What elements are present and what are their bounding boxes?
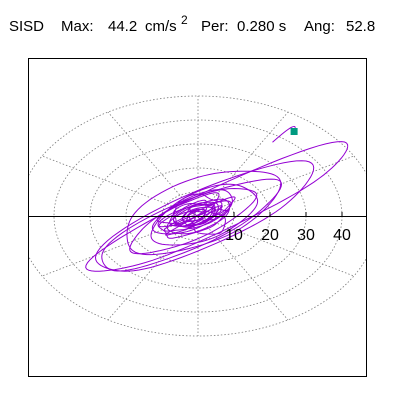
plot-frame: [28, 58, 367, 377]
peak-marker: [290, 128, 298, 135]
max-value: 44.2: [108, 18, 137, 35]
header-bar: SISD Max: 44.2 cm/s 2 Per: 0.280 s Ang: …: [9, 13, 375, 35]
orbit-center-loop-9: [188, 208, 229, 230]
orbit-trace: [85, 125, 349, 272]
period-value: 0.280 s: [237, 18, 286, 35]
orbit-loop-7: [151, 189, 233, 235]
tick-label-20: 20: [261, 227, 279, 244]
orbit-loop-2: [94, 160, 315, 272]
station-code: SISD: [9, 18, 44, 35]
peak-marker-group: [290, 128, 298, 135]
angle-value: 52.8: [346, 18, 375, 35]
orbit-center-loop-6: [163, 196, 236, 232]
orbit-center-loop-11: [156, 192, 220, 225]
orbit-loop-4: [126, 170, 282, 256]
orbit-center-loop-14: [181, 202, 214, 222]
period-label: Per:: [201, 18, 229, 35]
tick-label-30: 30: [297, 227, 315, 244]
orbit-center-loop-12: [157, 200, 232, 239]
tick-label-10: 10: [225, 227, 243, 244]
angle-label: Ang:: [304, 18, 335, 35]
polar-axis: 10 20 30 40: [29, 212, 366, 244]
tick-label-40: 40: [333, 227, 351, 244]
max-unit-exponent: 2: [181, 13, 188, 27]
max-unit: cm/s: [145, 18, 177, 35]
max-label: Max:: [61, 18, 94, 35]
